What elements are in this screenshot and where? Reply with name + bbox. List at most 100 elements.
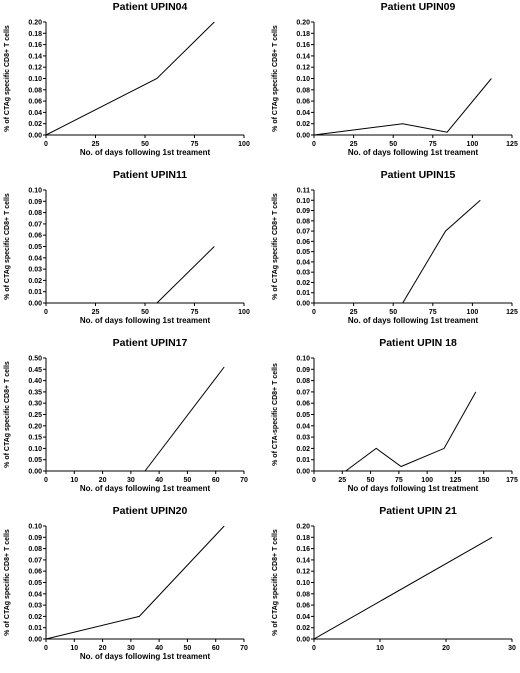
x-tick-label: 0 [44, 309, 48, 316]
data-line [144, 366, 225, 472]
x-tick-label: 75 [429, 309, 437, 316]
x-tick-label: 25 [338, 477, 346, 484]
y-tick-label: 0.08 [296, 591, 310, 598]
y-tick-label: 0.07 [296, 389, 310, 396]
panel-upin04: Patient UPIN04 0.00 0.02 0.04 0.06 0.08 0.10 0.… [0, 0, 260, 168]
x-tick-label: 125 [506, 309, 518, 316]
x-tick-label: 25 [350, 141, 358, 148]
y-axis-label: % of CTAg specific CD8+ T cells [4, 529, 11, 636]
y-tick-label: 0.20 [296, 524, 310, 531]
y-tick-label: 0.06 [28, 99, 42, 106]
chart-title: Patient UPIN04 [113, 1, 188, 13]
y-tick-label: 0.03 [296, 435, 310, 442]
y-tick-label: 0.00 [28, 301, 42, 308]
x-tick-label: 60 [212, 477, 220, 484]
y-tick-label: 0.00 [28, 637, 42, 644]
y-tick-label: 0.01 [28, 289, 42, 296]
y-tick-label: 0.04 [28, 110, 42, 117]
x-tick-label: 100 [467, 141, 479, 148]
y-tick-label: 0.05 [28, 580, 42, 587]
y-tick-label: 0.03 [28, 267, 42, 274]
y-tick-label: 0.18 [296, 535, 310, 542]
chart-title: Patient UPIN 18 [379, 337, 457, 349]
y-tick-label: 0.08 [296, 218, 310, 225]
y-tick-label: 0.00 [28, 133, 42, 140]
y-tick-label: 0.05 [296, 249, 310, 256]
y-tick-label: 0.18 [296, 31, 310, 38]
chart-title: Patient UPIN20 [113, 505, 188, 517]
y-tick-label: 0.08 [28, 210, 42, 217]
y-tick-label: 0.35 [28, 389, 42, 396]
x-tick-label: 10 [70, 477, 78, 484]
x-tick-label: 40 [155, 477, 163, 484]
chart-svg: Patient UPIN15 0.00 0.01 0.02 0.03 0.04 0.05 0.… [272, 169, 518, 325]
data-line [402, 199, 481, 304]
y-tick-label: 0.04 [296, 110, 310, 117]
x-axis-label: No. of days following 1st treament [348, 316, 479, 325]
panel-upin20: Patient UPIN20 0.00 0.01 0.02 0.03 0.04 0.05 0.… [0, 504, 260, 672]
y-tick-label: 0.10 [28, 76, 42, 83]
y-tick-label: 0.11 [297, 188, 310, 195]
y-tick-label: 0.04 [28, 255, 42, 262]
y-tick-label: 0.06 [296, 603, 310, 610]
x-tick-label: 75 [191, 141, 199, 148]
y-tick-label: 0.10 [28, 524, 42, 531]
y-tick-label: 0.25 [28, 412, 42, 419]
y-tick-label: 0.03 [296, 270, 310, 277]
panel-upin18: Patient UPIN 18 0.00 0.01 0.02 0.03 0.04 0.05 0… [268, 336, 520, 504]
y-tick-label: 0.07 [28, 557, 42, 564]
y-tick-label: 0.05 [28, 457, 42, 464]
y-tick-label: 0.00 [28, 469, 42, 476]
y-tick-label: 0.07 [296, 229, 310, 236]
y-tick-label: 0.09 [296, 208, 310, 215]
x-tick-label: 0 [312, 645, 316, 652]
chart-title: Patient UPIN17 [113, 337, 188, 349]
y-tick-label: 0.14 [296, 53, 310, 60]
y-tick-label: 0.03 [28, 603, 42, 610]
y-axis-label: % of CTAg specific CD8+ T cells [4, 25, 11, 132]
x-axis-label: No. of days following 1st treament [80, 316, 211, 325]
data-line [313, 78, 492, 136]
y-tick-label: 0.06 [296, 99, 310, 106]
y-axis-label: % of CTAg specific CD8+ T cells [272, 529, 279, 636]
chart-title: Patient UPIN09 [381, 1, 456, 13]
y-tick-label: 0.09 [28, 535, 42, 542]
y-tick-label: 0.45 [28, 367, 42, 374]
y-tick-label: 0.02 [28, 614, 42, 621]
y-tick-label: 0.14 [296, 557, 310, 564]
x-tick-label: 60 [212, 645, 220, 652]
y-tick-label: 0.10 [296, 198, 310, 205]
x-axis-label: No. of days following 1st treament [80, 484, 211, 493]
x-tick-label: 70 [240, 477, 248, 484]
panel-upin09: Patient UPIN09 0.00 0.02 0.04 0.06 0.08 0.10 0.… [268, 0, 520, 168]
x-tick-label: 25 [92, 309, 100, 316]
x-tick-label: 20 [99, 477, 107, 484]
x-tick-label: 30 [508, 645, 516, 652]
panel-upin21: Patient UPIN 21 0.00 0.02 0.04 0.06 0.08 0.10 0… [268, 504, 520, 672]
y-tick-label: 0.16 [28, 42, 42, 49]
y-tick-label: 0.05 [296, 412, 310, 419]
x-axis-label: No. of days following 1st treament [348, 148, 479, 157]
y-tick-label: 0.18 [28, 31, 42, 38]
x-axis-label: No. of days following 1st treament [80, 652, 211, 661]
y-tick-label: 0.08 [28, 546, 42, 553]
panel-upin11: Patient UPIN11 0.00 0.01 0.02 0.03 0.04 0.05 0.… [0, 168, 260, 336]
chart-svg: Patient UPIN20 0.00 0.01 0.02 0.03 0.04 0.05 0.… [4, 505, 248, 661]
x-tick-label: 0 [44, 141, 48, 148]
y-tick-label: 0.07 [28, 221, 42, 228]
x-tick-label: 75 [395, 477, 403, 484]
y-tick-label: 0.16 [296, 42, 310, 49]
y-tick-label: 0.06 [296, 401, 310, 408]
y-tick-label: 0.20 [28, 423, 42, 430]
y-tick-label: 0.02 [28, 121, 42, 128]
y-tick-label: 0.01 [296, 457, 310, 464]
y-tick-label: 0.04 [296, 614, 310, 621]
chart-svg: Patient UPIN09 0.00 0.02 0.04 0.06 0.08 0.10 0.… [272, 1, 518, 157]
chart-title: Patient UPIN11 [113, 169, 187, 181]
panel-upin17: Patient UPIN17 0.00 0.05 0.10 0.15 0.20 0.25 0.… [0, 336, 260, 504]
data-line [46, 246, 215, 304]
y-tick-label: 0.10 [28, 446, 42, 453]
y-tick-label: 0.04 [296, 259, 310, 266]
x-tick-label: 100 [238, 309, 250, 316]
